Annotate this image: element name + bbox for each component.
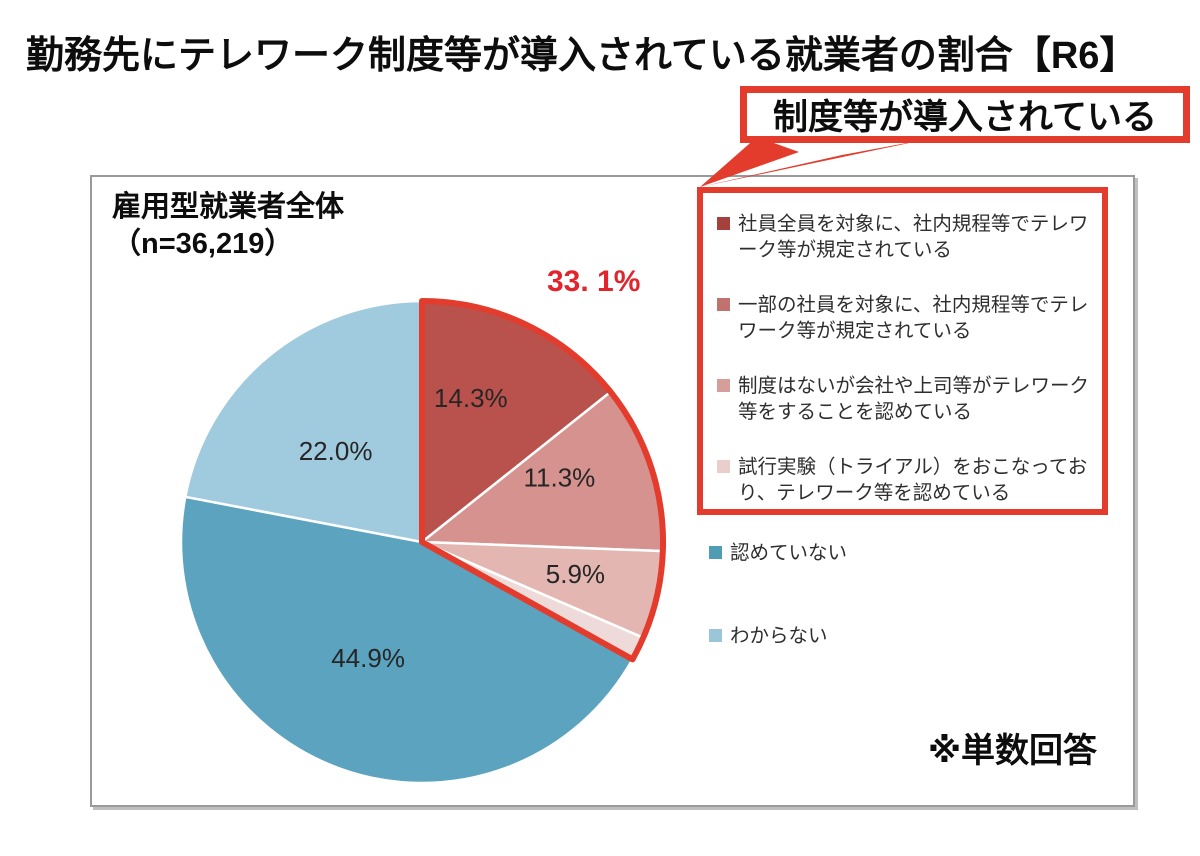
- group-label-line1: 雇用型就業者全体: [112, 191, 345, 223]
- legend-item: わからない: [709, 623, 828, 649]
- chart-group-label: 雇用型就業者全体 （n=36,219）: [112, 189, 344, 263]
- legend-item: 認めていない: [709, 540, 847, 566]
- legend-marker-icon: [717, 217, 730, 230]
- legend-marker-icon: [709, 629, 722, 642]
- pie-slice-label: 22.0%: [299, 436, 373, 466]
- single-answer-note: ※単数回答: [928, 732, 1098, 770]
- pie-slice: [184, 299, 424, 544]
- legend-label: 一部の社員を対象に、社内規程等でテレワーク等が規定されている: [738, 294, 1089, 342]
- pie-slice-label: 5.9%: [546, 559, 605, 589]
- chart-panel: 14.3%11.3%5.9%1.6%44.9%22.0% 雇用型就業者全体 （n…: [90, 175, 1135, 807]
- legend-highlight-box: 社員全員を対象に、社内規程等でテレワーク等が規定されている 一部の社員を対象に、…: [697, 187, 1108, 515]
- legend-marker-icon: [717, 379, 730, 392]
- callout-box: 制度等が導入されている: [740, 86, 1190, 143]
- pie-slice-label: 14.3%: [434, 383, 508, 413]
- legend-item: 社員全員を対象に、社内規程等でテレワーク等が規定されている: [717, 211, 1096, 263]
- legend-label: 認めていない: [730, 542, 848, 564]
- legend-item: 一部の社員を対象に、社内規程等でテレワーク等が規定されている: [717, 292, 1096, 344]
- highlight-total-label: 33. 1%: [547, 265, 641, 298]
- legend-label: 社員全員を対象に、社内規程等でテレワーク等が規定されている: [738, 213, 1089, 261]
- highlight-outline: [419, 298, 666, 663]
- group-label-line2: （n=36,219）: [112, 228, 294, 260]
- pie-chart: 14.3%11.3%5.9%1.6%44.9%22.0%: [179, 298, 666, 785]
- callout-label: 制度等が導入されている: [773, 98, 1157, 137]
- legend-label: わからない: [730, 625, 828, 647]
- legend-label: 試行実験（トライアル）をおこなっており、テレワーク等を認めている: [738, 456, 1088, 504]
- legend-label: 制度はないが会社や上司等がテレワーク等をすることを認めている: [738, 375, 1090, 423]
- legend-marker-icon: [717, 298, 730, 311]
- legend-item: 制度はないが会社や上司等がテレワーク等をすることを認めている: [717, 373, 1096, 425]
- pie-slice-label: 44.9%: [331, 643, 405, 673]
- pie-slice: [179, 495, 634, 785]
- legend-marker-icon: [709, 546, 722, 559]
- legend-item: 試行実験（トライアル）をおこなっており、テレワーク等を認めている: [717, 454, 1096, 506]
- page-title: 勤務先にテレワーク制度等が導入されている就業者の割合【R6】: [26, 35, 1138, 77]
- legend-marker-icon: [717, 460, 730, 473]
- pie-slice-label: 11.3%: [524, 462, 596, 492]
